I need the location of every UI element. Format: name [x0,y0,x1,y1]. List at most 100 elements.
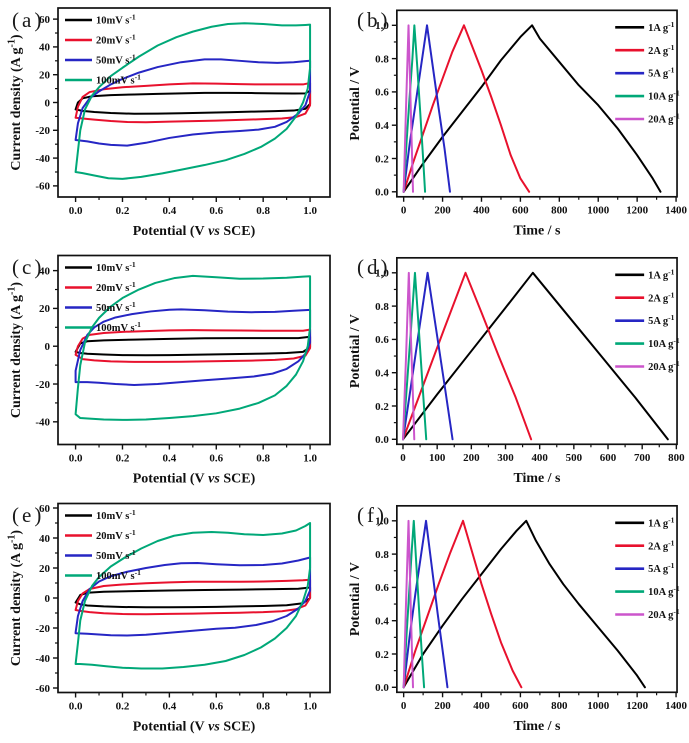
svg-text:2A g-1: 2A g-1 [648,538,675,552]
svg-text:60: 60 [39,14,51,26]
svg-text:40: 40 [39,265,51,277]
svg-text:0.2: 0.2 [116,701,130,713]
svg-text:1400: 1400 [665,205,687,217]
svg-text:10mV s-1: 10mV s-1 [96,508,136,522]
svg-text:Potential (V vs SCE): Potential (V vs SCE) [133,472,256,487]
svg-text:0.2: 0.2 [116,453,130,465]
svg-text:0.6: 0.6 [375,334,389,346]
svg-text:10mV s-1: 10mV s-1 [96,260,136,274]
svg-text:Potential / V: Potential / V [348,314,363,388]
panel-d-label: (d) [357,255,391,279]
svg-text:0.6: 0.6 [209,701,223,713]
svg-text:400: 400 [531,452,548,464]
panel-f-chart: 0 200 400 600 800 1000 1200 1400 0.0 0.2 0.4 0.6 0.8… [348,504,688,734]
svg-text:-20: -20 [35,125,50,137]
svg-text:1.0: 1.0 [375,268,389,280]
svg-text:20mV s-1: 20mV s-1 [96,528,136,542]
panel-d-chart: 0 100 200 300 400 500 600 700 800 0.0 0.2 0.4 0.6 0.8… [348,256,685,486]
svg-text:20A g-1: 20A g-1 [648,607,680,621]
svg-text:2A g-1: 2A g-1 [648,290,675,304]
svg-text:1200: 1200 [626,700,648,712]
svg-text:0.8: 0.8 [375,301,389,313]
svg-text:800: 800 [551,205,568,217]
svg-text:0.4: 0.4 [375,120,389,132]
svg-text:400: 400 [473,700,490,712]
svg-text:200: 200 [463,452,480,464]
svg-text:20mV s-1: 20mV s-1 [96,280,136,294]
svg-text:0.2: 0.2 [375,401,389,413]
svg-text:5A g-1: 5A g-1 [648,66,675,80]
svg-text:0: 0 [401,205,407,217]
svg-text:Current density (A g-1): Current density (A g-1) [7,34,24,170]
svg-text:1.0: 1.0 [375,20,389,32]
svg-text:0.2: 0.2 [375,153,389,165]
panel-c: (c) 0.0 0.2 0.4 0.6 0.8 1.0 -40 -20 0 20 40 Potenti… [0,247,345,495]
panel-c-chart: 0.0 0.2 0.4 0.6 0.8 1.0 -40 -20 0 20 40 Potential (… [7,254,331,487]
svg-text:40: 40 [39,533,51,545]
svg-text:5A g-1: 5A g-1 [648,313,675,327]
svg-text:1.0: 1.0 [303,205,317,217]
svg-text:100: 100 [429,452,446,464]
panel-f-label: (f) [357,503,387,527]
panel-a-label: (a) [12,8,45,32]
svg-text:800: 800 [551,700,568,712]
svg-text:0.6: 0.6 [375,582,389,594]
svg-text:10A g-1: 10A g-1 [648,336,680,350]
svg-text:Time / s: Time / s [513,224,561,239]
svg-text:20A g-1: 20A g-1 [648,359,680,373]
svg-text:600: 600 [512,700,529,712]
panel-e: (e) 0.0 0.2 0.4 0.6 0.8 1.0 -60 -40 -20 0 20 40 60 Po… [0,495,345,743]
svg-text:700: 700 [634,452,651,464]
svg-text:0: 0 [45,341,51,353]
svg-text:0.0: 0.0 [69,701,83,713]
svg-text:0.8: 0.8 [256,701,270,713]
svg-text:1.0: 1.0 [375,516,389,528]
svg-text:100mV s-1: 100mV s-1 [96,568,141,582]
svg-text:1400: 1400 [665,700,687,712]
svg-text:-20: -20 [35,623,50,635]
svg-text:0.8: 0.8 [375,549,389,561]
svg-text:20mV s-1: 20mV s-1 [96,33,136,47]
svg-text:0.6: 0.6 [209,205,223,217]
svg-text:0.2: 0.2 [375,649,389,661]
svg-text:10A g-1: 10A g-1 [648,584,680,598]
svg-text:50mV s-1: 50mV s-1 [96,300,136,314]
svg-text:0.0: 0.0 [69,453,83,465]
svg-text:0.4: 0.4 [375,367,389,379]
svg-text:-20: -20 [35,379,50,391]
svg-text:0.4: 0.4 [163,453,177,465]
svg-text:0.0: 0.0 [69,205,83,217]
svg-text:1A g-1: 1A g-1 [648,20,675,34]
svg-text:200: 200 [434,700,451,712]
svg-text:20: 20 [39,303,51,315]
svg-text:100mV s-1: 100mV s-1 [96,320,141,334]
svg-text:20A g-1: 20A g-1 [648,112,680,126]
svg-text:1200: 1200 [626,205,648,217]
svg-text:0: 0 [45,593,51,605]
svg-text:300: 300 [497,452,514,464]
panel-a-chart: 0.0 0.2 0.4 0.6 0.8 1.0 -60 -40 -20 0 20 40 60 Potent… [7,7,331,239]
svg-text:0.0: 0.0 [375,434,389,446]
svg-text:-40: -40 [35,653,50,665]
svg-text:1000: 1000 [587,700,609,712]
svg-text:0.2: 0.2 [116,205,130,217]
svg-text:Potential / V: Potential / V [348,67,363,141]
svg-text:1A g-1: 1A g-1 [648,267,675,281]
svg-text:5A g-1: 5A g-1 [648,561,675,575]
svg-text:0: 0 [401,700,407,712]
svg-text:0.8: 0.8 [256,205,270,217]
panel-d: (d) 0 100 200 300 400 500 600 700 800 0.0 0.2 0.4 0.… [345,247,689,495]
svg-text:Potential / V: Potential / V [348,562,363,636]
panel-e-label: (e) [12,503,45,527]
svg-text:200: 200 [434,205,451,217]
panel-b: (b) 0 200 400 600 800 1000 1200 1400 0.0 0.2 0.4 0.… [345,0,689,247]
panel-b-label: (b) [357,8,391,32]
svg-text:0.6: 0.6 [209,453,223,465]
panel-e-chart: 0.0 0.2 0.4 0.6 0.8 1.0 -60 -40 -20 0 20 40 60 Potent… [7,502,331,735]
svg-text:0.6: 0.6 [375,87,389,99]
svg-text:-60: -60 [35,683,50,695]
svg-text:1.0: 1.0 [303,701,317,713]
svg-text:0.4: 0.4 [375,615,389,627]
svg-text:10mV s-1: 10mV s-1 [96,13,136,27]
svg-text:50mV s-1: 50mV s-1 [96,548,136,562]
